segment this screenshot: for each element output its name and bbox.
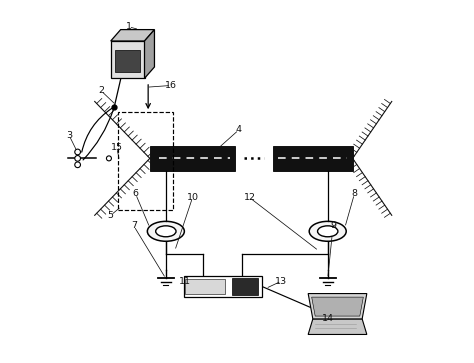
Text: 7: 7 [131,221,137,231]
Text: 6: 6 [133,189,138,199]
Text: 2: 2 [98,86,104,95]
Bar [183,276,262,297]
Text: 5: 5 [108,211,114,220]
Text: 8: 8 [351,189,357,199]
Polygon shape [111,30,155,41]
Text: 11: 11 [180,277,191,286]
Text: 1: 1 [126,22,131,31]
Text: 13: 13 [275,277,288,286]
Text: 14: 14 [322,314,334,323]
Text: 4: 4 [236,126,242,134]
Bar [118,112,173,210]
Ellipse shape [318,226,338,237]
Text: 12: 12 [244,193,255,202]
Bar [185,279,225,294]
Bar [273,146,353,171]
Text: 16: 16 [165,81,177,90]
Polygon shape [145,30,155,78]
Bar [111,41,145,78]
Bar [115,49,140,72]
Text: 9: 9 [330,221,336,231]
Ellipse shape [309,221,346,241]
Ellipse shape [155,226,176,237]
Ellipse shape [147,221,184,241]
Circle shape [75,162,81,168]
Bar [150,146,235,171]
Bar [232,278,258,295]
Circle shape [107,156,111,161]
Circle shape [75,149,81,155]
Circle shape [75,155,81,161]
Polygon shape [312,297,364,316]
Polygon shape [308,294,367,319]
Text: 10: 10 [187,193,199,202]
Text: 3: 3 [66,131,72,140]
Polygon shape [308,319,367,334]
Text: 15: 15 [111,143,123,152]
